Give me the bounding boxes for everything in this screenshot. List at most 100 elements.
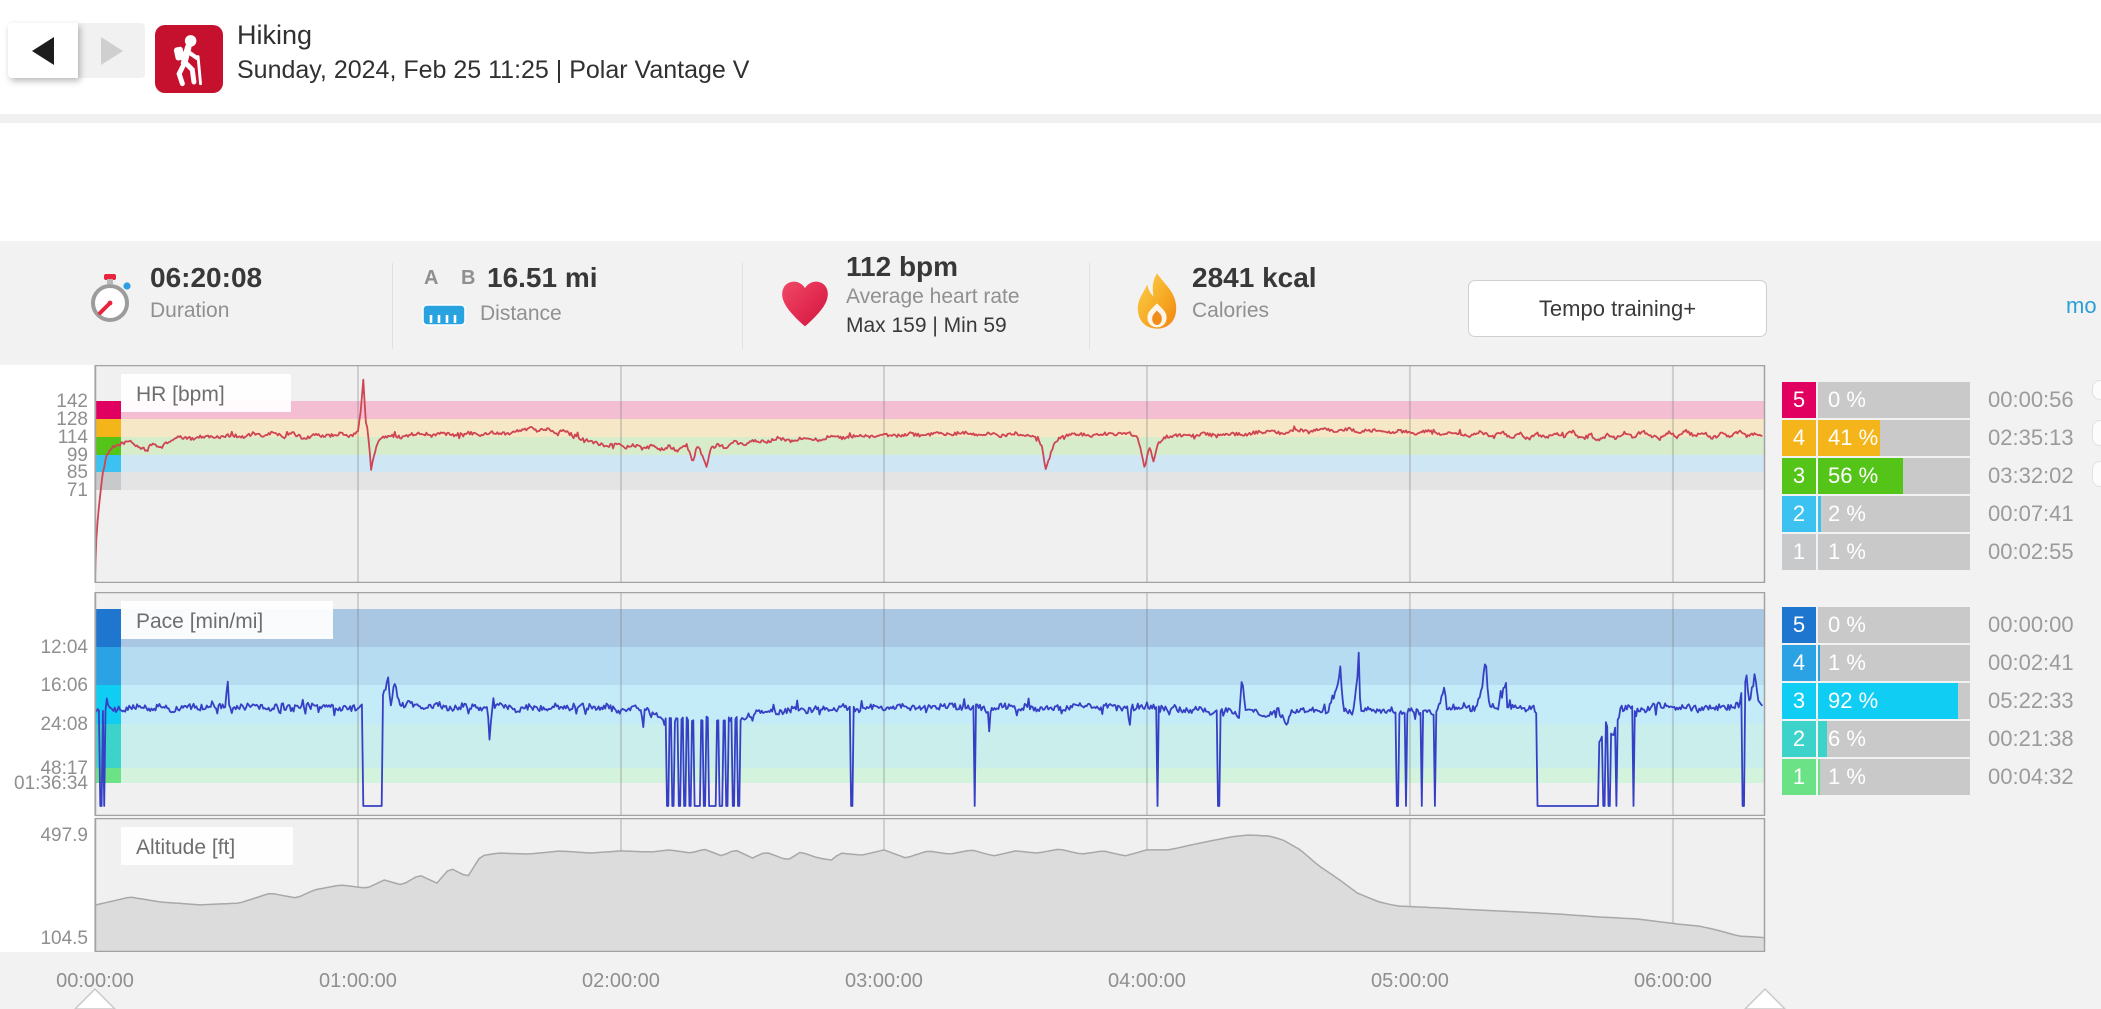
y-tick-label: 128 [56, 409, 88, 430]
edge-button-cutoff[interactable] [2092, 461, 2101, 487]
pane-title-box [121, 827, 293, 865]
stats-bar: 06:20:08 Duration A B 16.51 mi Distance [0, 123, 2101, 349]
y-tick-label: 24:08 [40, 714, 88, 735]
zone-number: 3 [1782, 458, 1816, 494]
duration-label: Duration [150, 299, 230, 322]
pane-title: HR [bpm] [136, 383, 225, 406]
route-marker-b: B [461, 267, 476, 289]
zone-number: 5 [1782, 607, 1816, 643]
zone-percent-label: 2 % [1828, 501, 1866, 526]
zone-time: 00:04:32 [1988, 764, 2074, 789]
y-tick-label: 142 [56, 391, 88, 412]
y-tick-label: 12:04 [40, 637, 88, 658]
pane-title-box [121, 374, 291, 412]
pane-title: Altitude [ft] [136, 836, 235, 859]
hr-line [95, 378, 1763, 581]
x-axis-label: 03:00:00 [845, 970, 923, 992]
page-subtitle: Sunday, 2024, Feb 25 11:25 | Polar Vanta… [237, 56, 750, 84]
zone-percent-fill [1818, 458, 1904, 494]
zone-number: 3 [1782, 683, 1816, 719]
pane-title-box [121, 601, 333, 639]
zone-percent-label: 56 % [1828, 463, 1879, 488]
zone-percent-label: 1 % [1828, 764, 1866, 789]
altitude-line [95, 834, 1765, 939]
range-slider-handle-left[interactable] [73, 987, 117, 1009]
zone-row: 1 1 % 00:02:55 [1782, 534, 2101, 570]
zone-percent-fill [1818, 759, 1820, 795]
x-axis-label: 06:00:00 [1634, 970, 1712, 992]
zone-band-3 [95, 685, 1765, 724]
y-tick-label: 71 [67, 480, 88, 501]
zone-row: 3 56 % 03:32:02 [1782, 458, 2101, 494]
edge-button-cutoff[interactable] [2092, 420, 2101, 446]
zone-row: 2 2 % 00:07:41 [1782, 496, 2101, 532]
hr-zone-table: 5 0 % 00:00:56 4 41 % 02:35:13 3 56 % 03:32:02 2 2… [1782, 382, 2101, 572]
y-tick-label: 104.5 [40, 928, 88, 949]
back-button[interactable] [8, 23, 78, 78]
zone-number: 4 [1782, 420, 1816, 456]
stopwatch-icon [91, 274, 131, 322]
header-separator [0, 114, 2101, 123]
x-axis-label: 05:00:00 [1371, 970, 1449, 992]
zone-percent-label: 6 % [1828, 726, 1866, 751]
calories-value: 2841 kcal [1192, 262, 1317, 293]
zone-percent-label: 1 % [1828, 650, 1866, 675]
zone-band-2 [95, 455, 1765, 472]
zone-band-2 [95, 724, 1765, 768]
zone-number: 1 [1782, 534, 1816, 570]
zone-percent-fill [1818, 645, 1820, 681]
zone-band-5 [95, 609, 1765, 647]
altitude-chart[interactable]: 497.9 104.5 Altitude [ft] [0, 818, 1800, 952]
zone-swatch-3 [95, 437, 121, 455]
zone-number: 2 [1782, 496, 1816, 532]
stats-divider [742, 263, 743, 349]
y-tick-label: 48:17 [40, 758, 88, 779]
heart-rate-extremes: Max 159 | Min 59 [846, 314, 1007, 337]
zone-percent-label: 92 % [1828, 688, 1879, 713]
zone-row: 5 0 % 00:00:56 [1782, 382, 2101, 418]
zone-percent-bar: 1 % [1818, 534, 1970, 570]
more-link[interactable]: mo [2066, 293, 2097, 318]
page-title: Hiking [237, 20, 313, 50]
stats-divider [1089, 263, 1090, 349]
range-slider-handle-right[interactable] [1743, 987, 1787, 1009]
edge-button-cutoff[interactable] [2092, 380, 2101, 400]
zone-percent-label: 41 % [1828, 425, 1879, 450]
training-benefit-button[interactable]: Tempo training+ [1468, 280, 1767, 337]
y-tick-label: 99 [67, 445, 88, 466]
x-axis-label: 04:00:00 [1108, 970, 1186, 992]
x-axis-label: 02:00:00 [582, 970, 660, 992]
zone-row: 1 1 % 00:04:32 [1782, 759, 2101, 795]
stats-divider [392, 263, 393, 349]
zone-row: 5 0 % 00:00:00 [1782, 607, 2101, 643]
x-axis-label: 01:00:00 [319, 970, 397, 992]
zone-number: 1 [1782, 759, 1816, 795]
header: Hiking Sunday, 2024, Feb 25 11:25 | Pola… [0, 0, 2101, 114]
ruler-icon [422, 304, 466, 326]
zone-swatch-4 [95, 647, 121, 685]
zone-percent-bar: 41 % [1818, 420, 1970, 456]
forward-button-disabled[interactable] [78, 23, 145, 78]
zone-percent-bar: 0 % [1818, 607, 1970, 643]
zone-time: 00:02:41 [1988, 650, 2074, 675]
zone-percent-fill [1818, 534, 1820, 570]
zone-row: 4 41 % 02:35:13 [1782, 420, 2101, 456]
zone-percent-bar: 1 % [1818, 759, 1970, 795]
zone-band-1 [95, 472, 1765, 490]
zone-percent-label: 0 % [1828, 612, 1866, 637]
zone-number: 2 [1782, 721, 1816, 757]
zone-row: 3 92 % 05:22:33 [1782, 683, 2101, 719]
zone-band-3 [95, 437, 1765, 455]
forward-arrow-icon [100, 36, 123, 65]
zone-swatch-2 [95, 455, 121, 472]
flame-icon [1137, 273, 1177, 329]
calories-label: Calories [1192, 299, 1270, 322]
zone-row: 2 6 % 00:21:38 [1782, 721, 2101, 757]
zone-swatch-5 [95, 401, 121, 419]
back-arrow-icon [32, 36, 54, 65]
zone-percent-fill [1818, 496, 1822, 532]
zone-percent-fill [1818, 420, 1881, 456]
